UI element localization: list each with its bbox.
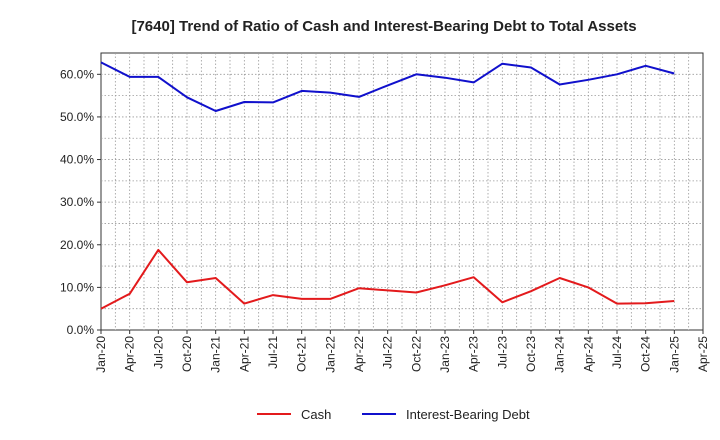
x-tick-label: Jan-25	[667, 336, 681, 373]
y-tick-label: 10.0%	[60, 280, 94, 294]
x-tick-label: Oct-22	[409, 336, 423, 372]
y-tick-label: 40.0%	[60, 153, 94, 167]
y-tick-label: 50.0%	[60, 110, 94, 124]
x-tick-label: Apr-21	[237, 336, 251, 372]
y-axis: 0.0% 10.0% 20.0% 30.0% 40.0% 50.0% 60.0%	[60, 67, 101, 337]
y-tick-label: 30.0%	[60, 195, 94, 209]
x-tick-label: Apr-22	[352, 336, 366, 372]
x-tick-label: Oct-20	[180, 336, 194, 372]
x-tick-label: Jan-23	[438, 336, 452, 373]
legend-label-interest-bearing-debt: Interest-Bearing Debt	[406, 407, 530, 422]
x-tick-label: Jul-24	[610, 336, 624, 369]
series-line-cash	[100, 248, 675, 310]
x-tick-label: Apr-23	[467, 336, 481, 372]
x-tick-label: Jan-21	[209, 336, 223, 373]
x-tick-label: Jan-24	[553, 336, 567, 373]
x-tick-label: Jan-20	[94, 336, 108, 373]
x-tick-label: Oct-24	[639, 336, 653, 372]
x-tick-label: Apr-20	[123, 336, 137, 372]
legend-label-cash: Cash	[301, 407, 331, 422]
grid-lines	[101, 53, 703, 330]
y-tick-label: 0.0%	[67, 323, 95, 337]
x-tick-label: Oct-21	[295, 336, 309, 372]
x-tick-label: Jan-22	[323, 336, 337, 373]
x-tick-label: Apr-24	[581, 336, 595, 372]
x-tick-label: Jul-22	[381, 336, 395, 369]
series-lines	[100, 61, 675, 310]
x-tick-label: Oct-23	[524, 336, 538, 372]
x-tick-label: Jul-23	[495, 336, 509, 369]
y-tick-label: 60.0%	[60, 67, 94, 81]
x-tick-label: Jul-20	[151, 336, 165, 369]
x-tick-label: Jul-21	[266, 336, 280, 369]
x-tick-label: Apr-25	[696, 336, 710, 372]
chart-title: [7640] Trend of Ratio of Cash and Intere…	[131, 18, 636, 35]
legend: Cash Interest-Bearing Debt	[257, 407, 530, 422]
y-tick-label: 20.0%	[60, 238, 94, 252]
series-line-interest-bearing-debt	[100, 61, 675, 112]
x-axis: Jan-20 Apr-20 Jul-20 Oct-20 Jan-21 Apr-21 Jul-…	[94, 330, 710, 373]
